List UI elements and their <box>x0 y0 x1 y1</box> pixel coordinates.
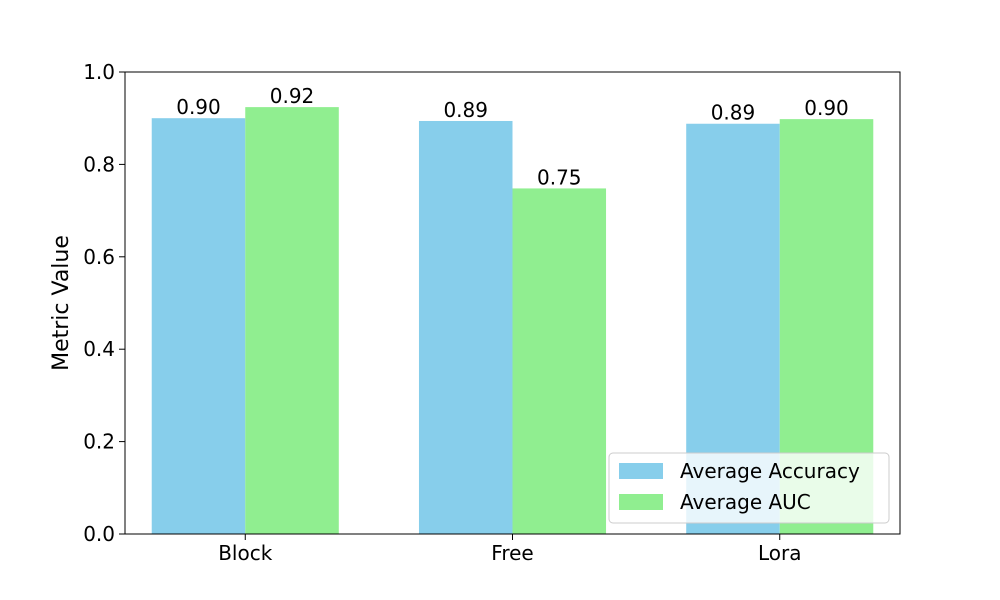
y-tick-label: 0.8 <box>83 152 115 176</box>
legend-swatch <box>619 463 663 479</box>
legend: Average Accuracy Average AUC <box>608 452 890 524</box>
y-axis: 0.0 0.2 0.4 0.6 0.8 1.0 <box>83 60 125 546</box>
data-label: 0.89 <box>443 98 488 122</box>
bar-free-accuracy <box>418 120 513 535</box>
y-tick-label: 0.6 <box>83 245 115 269</box>
data-label: 0.92 <box>270 84 315 108</box>
x-tick-label: Block <box>218 541 273 565</box>
y-tick-label: 0.0 <box>83 522 115 546</box>
data-label: 0.90 <box>804 96 849 120</box>
y-tick-label: 0.4 <box>83 337 115 361</box>
legend-label: Average Accuracy <box>680 459 860 483</box>
y-tick-label: 1.0 <box>83 60 115 84</box>
x-tick-label: Free <box>491 541 533 565</box>
x-tick-label: Lora <box>758 541 802 565</box>
bar-block-accuracy <box>151 118 246 534</box>
data-label: 0.89 <box>711 101 756 125</box>
bar-free-auc <box>512 188 607 534</box>
y-axis-title: Metric Value <box>49 235 74 371</box>
x-axis: Block Free Lora <box>218 534 801 565</box>
bar-block-auc <box>245 107 339 534</box>
data-label: 0.75 <box>537 165 582 189</box>
legend-swatch <box>619 494 663 510</box>
legend-box <box>608 452 890 524</box>
data-label: 0.90 <box>176 95 221 119</box>
y-tick-label: 0.2 <box>83 430 115 454</box>
data-labels-group: 0.90 0.92 0.89 0.75 0.89 0.90 <box>176 84 849 189</box>
legend-label: Average AUC <box>680 490 811 514</box>
